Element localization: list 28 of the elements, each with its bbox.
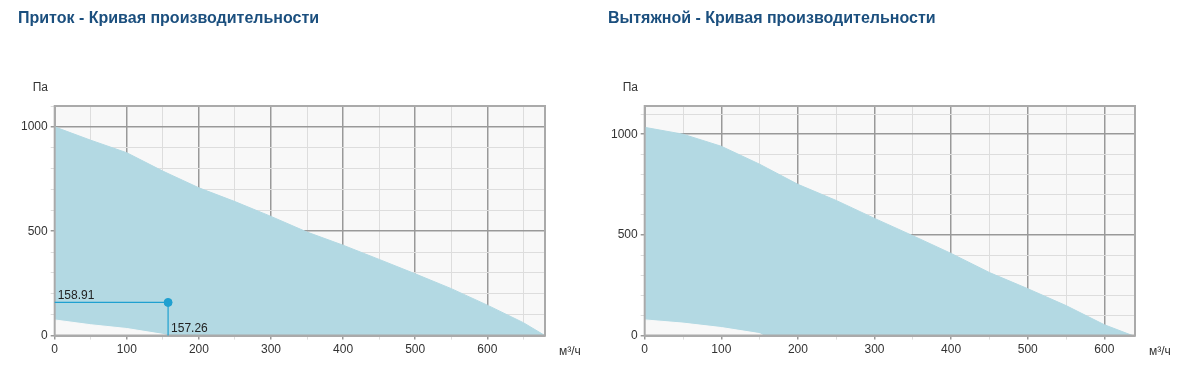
x-tick-label: 200 — [787, 342, 809, 357]
x-tick-label: 0 — [51, 342, 59, 357]
x-tick-label: 600 — [1094, 342, 1115, 357]
x-tick-label: 0 — [641, 342, 649, 357]
y-axis-title: Па — [32, 80, 49, 95]
x-tick-label: 300 — [260, 342, 282, 357]
x-tick-label: 600 — [477, 342, 498, 357]
chart-title: Вытяжной - Кривая производительности — [608, 9, 936, 27]
x-tick-label: 100 — [116, 342, 138, 357]
y-tick-label: 500 — [27, 223, 49, 238]
y-tick-label: 1000 — [20, 119, 49, 134]
chart-title: Приток - Кривая производительности — [18, 9, 320, 27]
x-tick-label: 500 — [1017, 342, 1039, 357]
x-axis-title: м³/ч — [1149, 343, 1171, 358]
y-axis-title: Па — [622, 80, 639, 95]
x-tick-label: 500 — [405, 342, 426, 357]
y-tick-label: 0 — [631, 327, 639, 342]
x-tick-label: 100 — [711, 342, 732, 357]
x-axis-title: м³/ч — [559, 343, 581, 358]
x-tick-label: 400 — [333, 342, 354, 357]
x-tick-label: 300 — [864, 342, 885, 357]
x-tick-label: 200 — [188, 342, 210, 357]
x-tick-label: 400 — [941, 342, 962, 357]
y-tick-label: 500 — [617, 227, 639, 242]
annotation: 158.91 — [57, 287, 95, 302]
annotation: 157.26 — [171, 320, 209, 335]
y-tick-label: 1000 — [610, 126, 639, 141]
y-tick-label: 0 — [41, 327, 49, 342]
